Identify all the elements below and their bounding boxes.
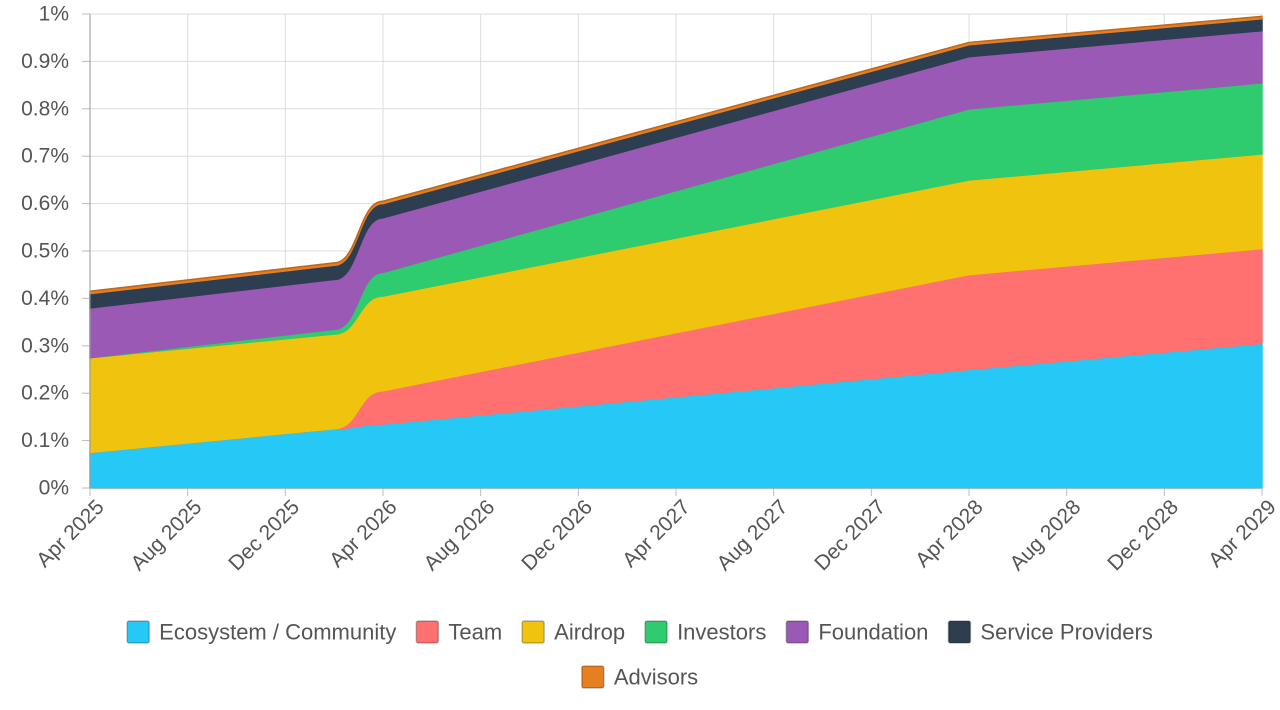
legend-swatch (415, 620, 440, 644)
legend-item-team[interactable]: Team (415, 620, 502, 645)
legend-label: Advisors (614, 665, 698, 690)
y-tick-label: 0.4% (21, 287, 69, 310)
legend-swatch (581, 665, 605, 689)
legend-item-investors[interactable]: Investors (644, 620, 766, 645)
x-tick-label: Apr 2028 (911, 495, 988, 572)
x-tick-label: Apr 2026 (325, 495, 402, 572)
x-tick-label: Apr 2025 (32, 495, 109, 572)
plot-areas (89, 15, 1263, 489)
legend-label: Investors (677, 620, 766, 645)
y-tick-label: 0.8% (21, 97, 69, 120)
y-tick-label: 0.1% (21, 429, 69, 452)
y-tick-label: 0% (39, 477, 69, 500)
y-tick-label: 0.5% (21, 240, 69, 263)
area-edge-advisors (89, 15, 1263, 293)
x-tick-label: Dec 2025 (224, 495, 304, 575)
legend-item-airdrop[interactable]: Airdrop (521, 620, 625, 645)
y-tick-label: 0.3% (21, 334, 69, 357)
y-tick-label: 0.9% (21, 50, 69, 73)
legend-label: Ecosystem / Community (159, 620, 396, 645)
legend-label: Team (448, 620, 502, 645)
legend-label: Service Providers (980, 620, 1152, 645)
legend-swatch (644, 620, 668, 644)
legend-item-ecosystem-community[interactable]: Ecosystem / Community (126, 620, 396, 645)
x-tick-label: Aug 2027 (713, 495, 793, 575)
legend-swatch (126, 620, 150, 644)
legend-swatch (947, 620, 972, 644)
y-tick-label: 0.7% (21, 145, 69, 168)
x-tick-label: Aug 2026 (420, 495, 500, 575)
x-tick-label: Apr 2027 (618, 495, 695, 572)
y-tick-label: 1% (39, 3, 69, 26)
x-tick-label: Aug 2028 (1006, 495, 1086, 575)
legend-item-advisors[interactable]: Advisors (581, 665, 698, 690)
legend-label: Airdrop (554, 620, 625, 645)
y-tick-label: 0.6% (21, 192, 69, 215)
legend-swatch (521, 620, 545, 644)
legend-label: Foundation (818, 620, 928, 645)
x-tick-label: Dec 2026 (517, 495, 597, 575)
x-tick-label: Aug 2025 (127, 495, 207, 575)
x-tick-label: Dec 2028 (1103, 495, 1183, 575)
legend-item-foundation[interactable]: Foundation (785, 620, 928, 645)
x-tick-label: Apr 2029 (1204, 495, 1280, 572)
x-tick-label: Dec 2027 (810, 495, 890, 575)
legend-swatch (785, 620, 810, 644)
area-advisors[interactable] (89, 15, 1263, 295)
legend-item-service-providers[interactable]: Service Providers (947, 620, 1153, 645)
legend: Ecosystem / Community Team Airdrop Investor… (126, 620, 1153, 690)
y-tick-label: 0.2% (21, 382, 69, 405)
